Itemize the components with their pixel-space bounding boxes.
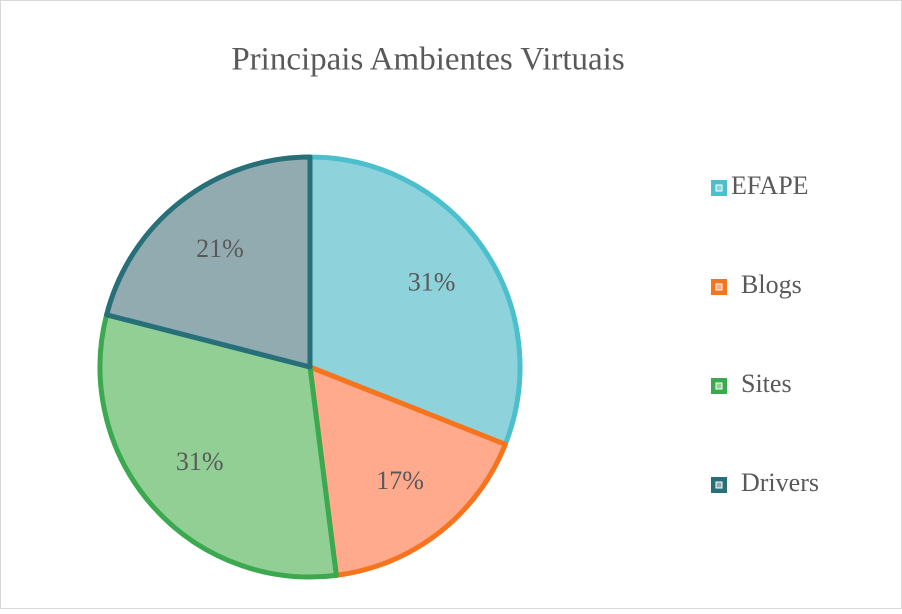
pie-slice (104, 154, 313, 370)
data-label: 31% (408, 267, 456, 296)
chart-title: Principais Ambientes Virtuais (231, 42, 624, 78)
legend-marker-inner (715, 283, 723, 291)
legend-marker-inner (715, 481, 723, 489)
legend-marker-inner (715, 382, 723, 390)
pie-slice (307, 364, 508, 578)
legend-label: EFAPE (731, 171, 809, 200)
pie-slice (307, 154, 523, 447)
data-label: 21% (196, 234, 244, 263)
legend-label: Sites (741, 369, 792, 398)
pie-slice (97, 312, 339, 580)
legend-label: Blogs (741, 270, 802, 299)
legend-marker-inner (715, 184, 723, 192)
legend-label: Drivers (741, 468, 819, 497)
data-label: 17% (376, 466, 424, 495)
data-label: 31% (176, 447, 224, 476)
